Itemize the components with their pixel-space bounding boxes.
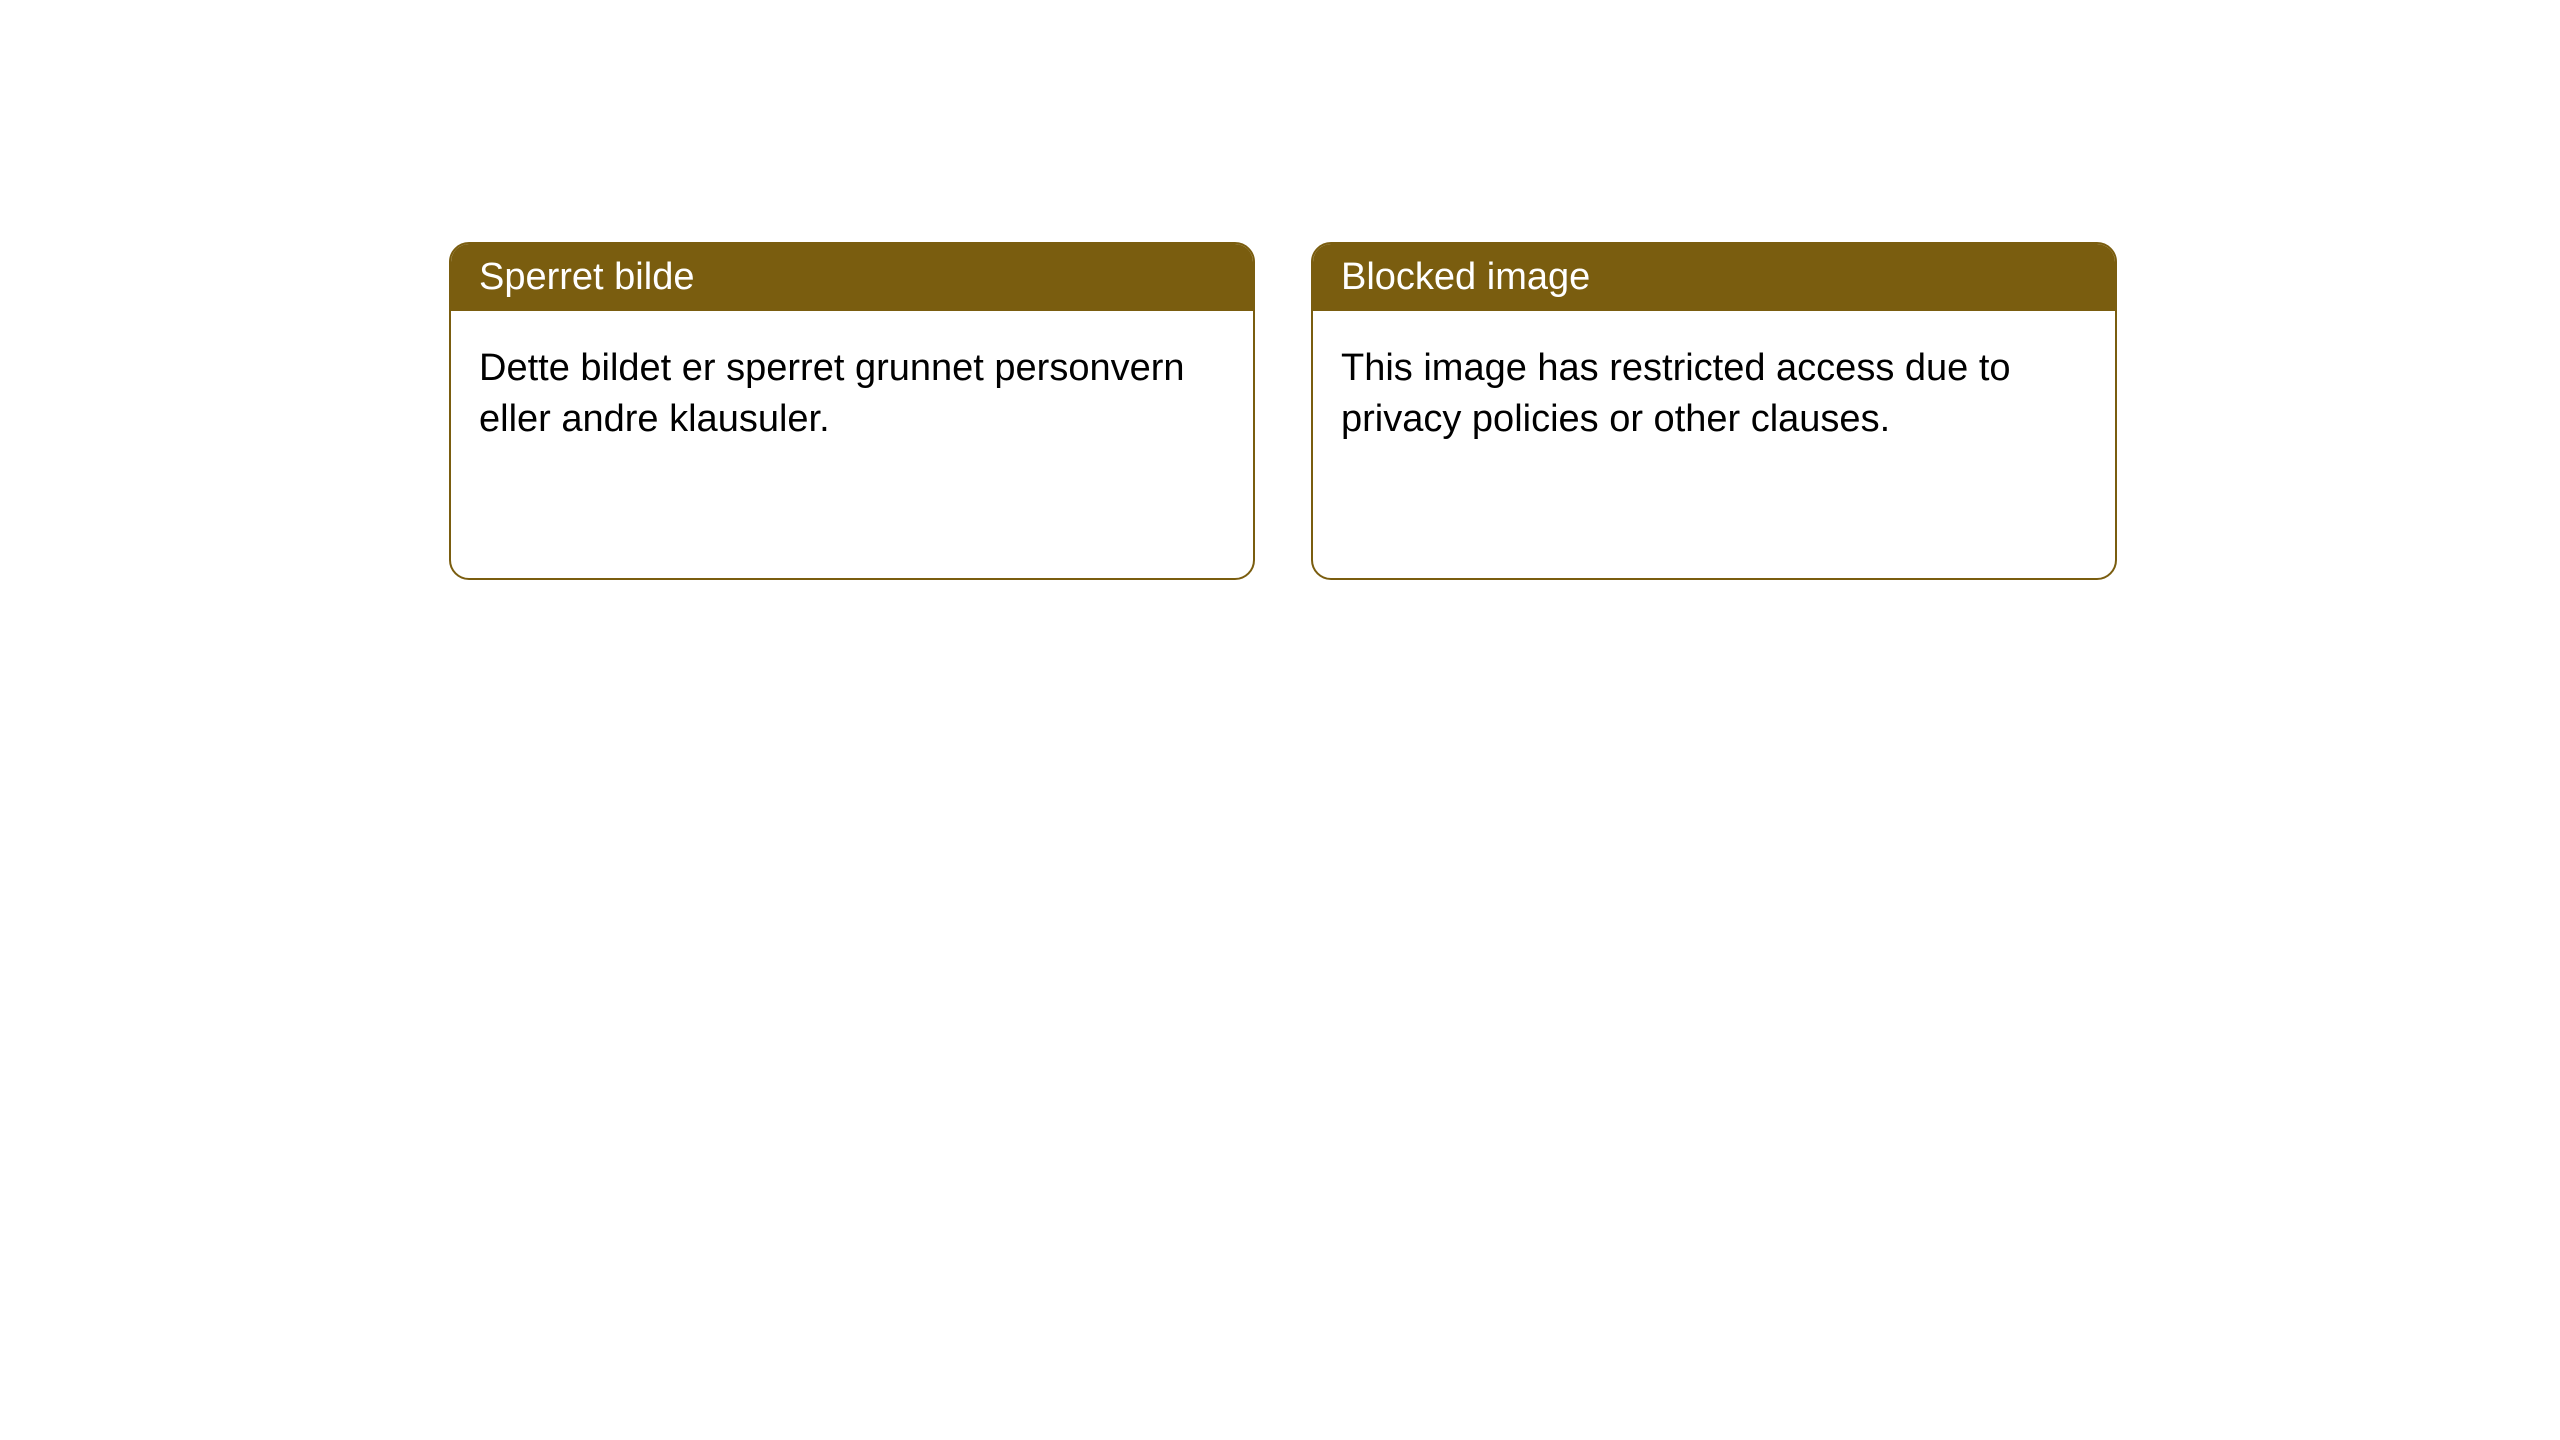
notice-title-english: Blocked image: [1341, 256, 1590, 298]
notice-container: Sperret bilde Dette bildet er sperret gr…: [0, 0, 2560, 580]
notice-header-norwegian: Sperret bilde: [451, 244, 1253, 311]
notice-body-english: This image has restricted access due to …: [1313, 311, 2115, 478]
notice-header-english: Blocked image: [1313, 244, 2115, 311]
notice-text-norwegian: Dette bildet er sperret grunnet personve…: [479, 347, 1185, 440]
notice-body-norwegian: Dette bildet er sperret grunnet personve…: [451, 311, 1253, 478]
notice-card-english: Blocked image This image has restricted …: [1311, 242, 2117, 580]
notice-card-norwegian: Sperret bilde Dette bildet er sperret gr…: [449, 242, 1255, 580]
notice-title-norwegian: Sperret bilde: [479, 256, 694, 298]
notice-text-english: This image has restricted access due to …: [1341, 347, 2011, 440]
